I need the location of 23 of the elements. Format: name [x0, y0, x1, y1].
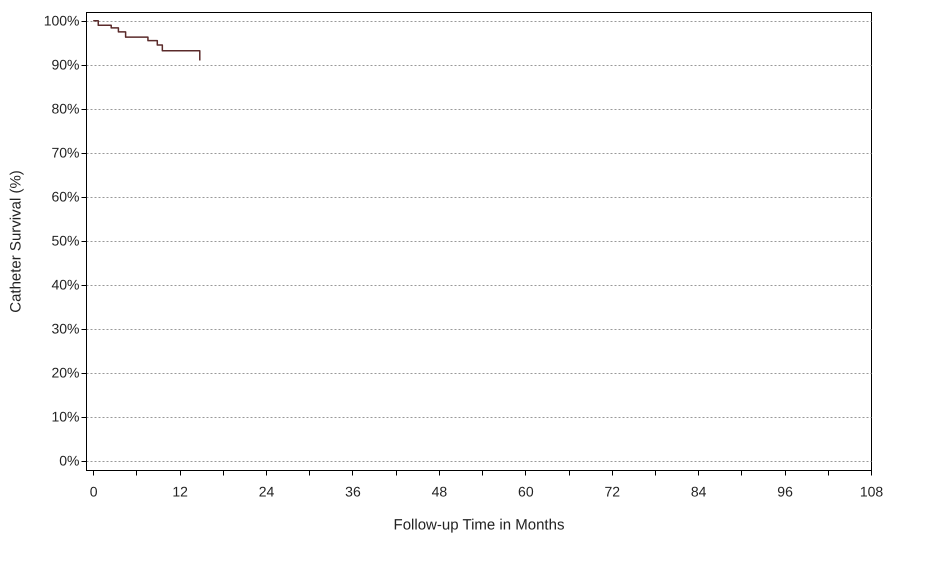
y-tick-label: 90%	[51, 56, 80, 72]
x-tick-label: 12	[172, 484, 188, 500]
x-tick-label: 24	[258, 484, 275, 500]
x-axis-title: Follow-up Time in Months	[394, 516, 564, 534]
x-tick-label: 84	[690, 484, 707, 500]
y-tick-label: 60%	[51, 188, 80, 204]
x-tick-label: 108	[860, 484, 884, 500]
x-tick-label: 72	[604, 484, 620, 500]
y-axis-title: Catheter Survival (%)	[8, 170, 25, 313]
y-tick-label: 10%	[51, 408, 80, 425]
x-tick-label: 0	[90, 484, 98, 500]
x-tick-label: 48	[432, 484, 448, 500]
x-tick-label: 96	[777, 484, 794, 500]
y-tick-label: 70%	[51, 144, 80, 160]
x-tick-label: 36	[345, 484, 361, 500]
y-tick-label: 100%	[44, 12, 80, 28]
y-tick-label: 0%	[59, 452, 80, 469]
y-tick-label: 80%	[51, 100, 80, 116]
y-tick-label: 30%	[51, 320, 80, 337]
y-tick-label: 20%	[51, 364, 80, 381]
y-tick-label: 50%	[51, 232, 80, 248]
x-tick-label: 60	[518, 484, 534, 500]
y-tick-label: 40%	[51, 276, 80, 293]
